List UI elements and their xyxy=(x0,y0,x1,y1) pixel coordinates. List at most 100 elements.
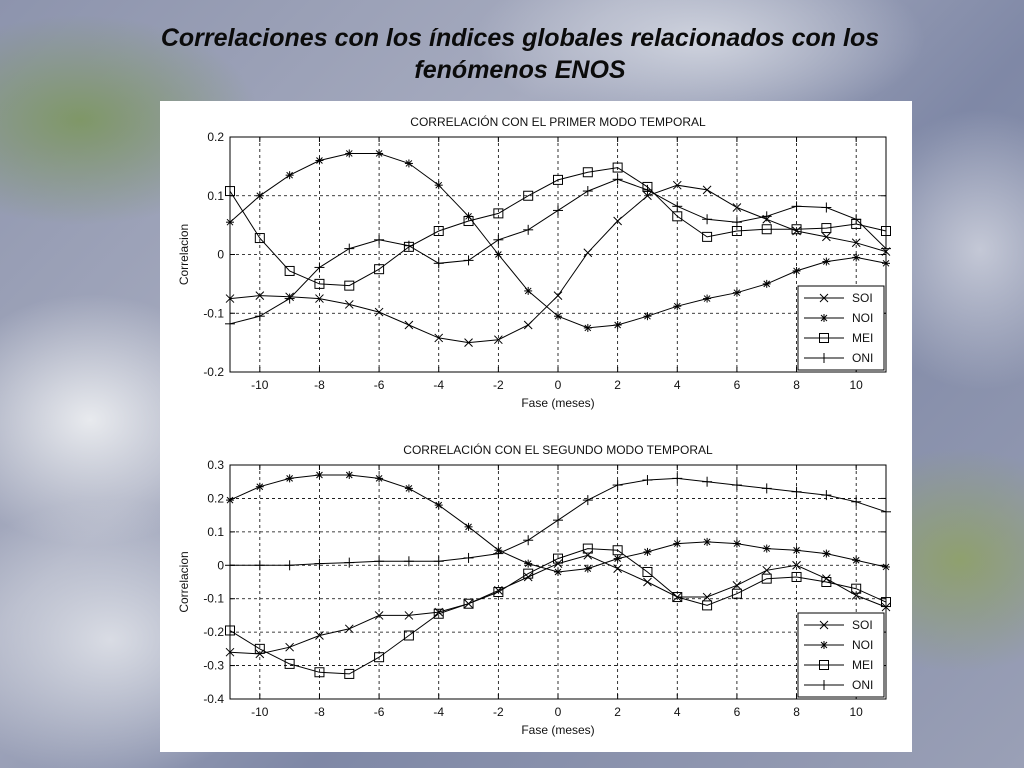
chart-2-series-mei-point-16 xyxy=(702,600,713,611)
chart-2-series-noi-point-0 xyxy=(226,496,234,505)
chart-1-series-oni-point-4 xyxy=(344,243,355,254)
chart-2-ytick-label-4: 0 xyxy=(217,558,224,572)
chart-1-series-oni-point-12 xyxy=(582,186,593,197)
chart-1-xtick-label-6: 2 xyxy=(614,378,621,392)
chart-2-series-oni-point-14 xyxy=(642,475,653,486)
chart-1-xtick-label-0: -10 xyxy=(251,378,269,392)
chart-1-xtick-label-4: -2 xyxy=(493,378,504,392)
chart-2-series-noi-point-11 xyxy=(554,567,562,576)
chart-2-series-mei-point-21 xyxy=(851,583,862,594)
chart-2-legend-label-mei: MEI xyxy=(852,658,873,672)
chart-2-series-mei-point-9 xyxy=(493,587,504,598)
chart-1-series-soi-point-21 xyxy=(851,238,861,248)
chart-1-series-mei-point-1 xyxy=(254,233,265,244)
chart-1-legend-marker-mei xyxy=(819,333,829,343)
chart-1-series-soi-point-13 xyxy=(613,216,622,226)
chart-2-series-noi-point-14 xyxy=(643,547,652,556)
chart-1-legend-marker-soi xyxy=(819,293,829,303)
chart-1-series-oni-point-20 xyxy=(821,202,832,213)
chart-2-series-noi-point-15 xyxy=(673,539,682,548)
chart-2-series-soi-point-6 xyxy=(404,611,414,620)
chart-2-xtick-label-0: -10 xyxy=(251,705,269,719)
chart-1-legend-item-mei: MEI xyxy=(804,331,873,345)
chart-1-ytick-label-4: 0.2 xyxy=(207,130,224,144)
chart-1-series-noi-point-20 xyxy=(822,257,831,266)
chart-1-series-noi-point-4 xyxy=(345,149,354,158)
chart-1-ytick-label-2: 0 xyxy=(217,248,224,262)
chart-2-series-mei-point-11 xyxy=(553,553,563,564)
chart-1-series-oni-point-7 xyxy=(433,258,444,269)
chart-1-series-soi-point-5 xyxy=(374,307,384,317)
chart-1-series-oni-point-9 xyxy=(493,234,504,245)
slide-title-line-1: Correlaciones con los índices globales r… xyxy=(160,24,880,52)
chart-2-series-noi-point-8 xyxy=(464,522,473,531)
chart-1-legend: SOI NOI MEI ONI xyxy=(797,285,885,371)
chart-2-series-mei-point-17 xyxy=(731,588,742,599)
chart-1-series-oni-point-13 xyxy=(612,174,623,185)
chart-1-legend-box xyxy=(797,285,885,371)
chart-2-series-soi-point-5 xyxy=(374,611,384,620)
chart-1-series-noi-point-7 xyxy=(434,181,443,190)
chart-1-series-noi-point-15 xyxy=(673,302,682,311)
chart-2-xtick-label-3: -4 xyxy=(433,705,444,719)
chart-1-series-mei-point-19 xyxy=(791,224,802,235)
chart-2-legend-item-soi: SOI xyxy=(804,618,873,632)
chart-1-legend-marker-oni xyxy=(819,353,829,363)
chart-2-series-oni-point-16 xyxy=(702,476,713,487)
chart-2-ylabel: Correlacion xyxy=(177,551,191,612)
chart-2-series-noi-point-5 xyxy=(375,474,384,483)
chart-1-series-soi-point-15 xyxy=(672,180,682,190)
chart-2-series-soi-point-14 xyxy=(643,577,652,587)
chart-2-series-mei-point-18 xyxy=(761,573,772,584)
chart-2-series-oni-point-22 xyxy=(881,506,891,517)
chart-2-grid xyxy=(230,464,886,700)
chart-1-legend-item-noi: NOI xyxy=(804,311,873,325)
chart-1-series-oni-point-14 xyxy=(642,184,653,195)
chart-2-xtick-label-1: -8 xyxy=(314,705,325,719)
chart-2-series-mei-point-5 xyxy=(374,652,385,663)
chart-1-series-oni-point-15 xyxy=(672,201,683,212)
chart-2-series-soi-point-18 xyxy=(762,565,772,575)
chart-1-series-mei xyxy=(225,162,891,291)
chart-2-xtick-label-7: 4 xyxy=(674,705,681,719)
chart-2-series-soi-point-3 xyxy=(315,631,324,640)
chart-2-series-oni-point-8 xyxy=(463,552,474,563)
chart-2-series-soi-point-10 xyxy=(523,572,533,582)
chart-1-series-mei-point-9 xyxy=(493,208,504,219)
chart-2-series-oni-point-21 xyxy=(851,496,862,507)
chart-2-series-oni-point-0 xyxy=(225,560,235,571)
chart-2-series-soi-point-13 xyxy=(613,564,622,573)
chart-2-series-noi-point-7 xyxy=(434,501,443,510)
chart-2-ytick-label-3: -0.1 xyxy=(203,592,224,606)
chart-1-series-noi-point-11 xyxy=(554,312,562,321)
chart-2-xtick-label-2: -6 xyxy=(374,705,385,719)
chart-1-series-mei-point-13 xyxy=(612,162,623,173)
chart-2-series-noi-point-6 xyxy=(404,484,413,493)
chart-2-series-oni-point-20 xyxy=(821,490,832,501)
chart-2-series-oni-point-1 xyxy=(254,560,265,571)
chart-2-xtick-label-9: 8 xyxy=(793,705,800,719)
chart-2-series-noi-point-22 xyxy=(882,562,890,571)
chart-2-legend-item-oni: ONI xyxy=(804,678,873,692)
chart-1-series-mei-point-12 xyxy=(582,167,593,178)
chart-2-series-mei-point-10 xyxy=(523,568,534,579)
chart-1-series-oni-point-6 xyxy=(403,240,414,251)
chart-1-legend-label-soi: SOI xyxy=(852,291,873,305)
figure-svg: -10 -8 -6 -4 -2 0 2 4 6 8 10 -0.2 -0.1 0 0.1 0.2 CORRELA… xyxy=(177,114,891,737)
chart-2-series-oni-point-4 xyxy=(344,557,355,568)
chart-1-series-mei-point-0 xyxy=(225,186,235,197)
chart-2-xtick-label-4: -2 xyxy=(493,705,504,719)
chart-2-ytick-label-2: -0.2 xyxy=(203,625,224,639)
chart-2-series-soi-point-19 xyxy=(792,560,801,570)
chart-1-series-soi-point-16 xyxy=(702,185,712,195)
chart-1-series-noi-point-14 xyxy=(643,312,652,321)
chart-2-series-mei-point-13 xyxy=(612,545,623,556)
chart-1-series-mei-point-7 xyxy=(433,226,444,236)
chart-1-series-oni-point-0 xyxy=(225,318,235,329)
chart-1-series-oni-point-17 xyxy=(731,217,742,228)
chart-1-series-noi-point-19 xyxy=(792,266,801,275)
chart-1-series-oni-point-19 xyxy=(791,201,802,212)
chart-1-series-oni-point-5 xyxy=(374,234,385,245)
chart-1-series-soi-point-14 xyxy=(643,191,652,201)
chart-2-series-oni-point-5 xyxy=(374,556,385,567)
